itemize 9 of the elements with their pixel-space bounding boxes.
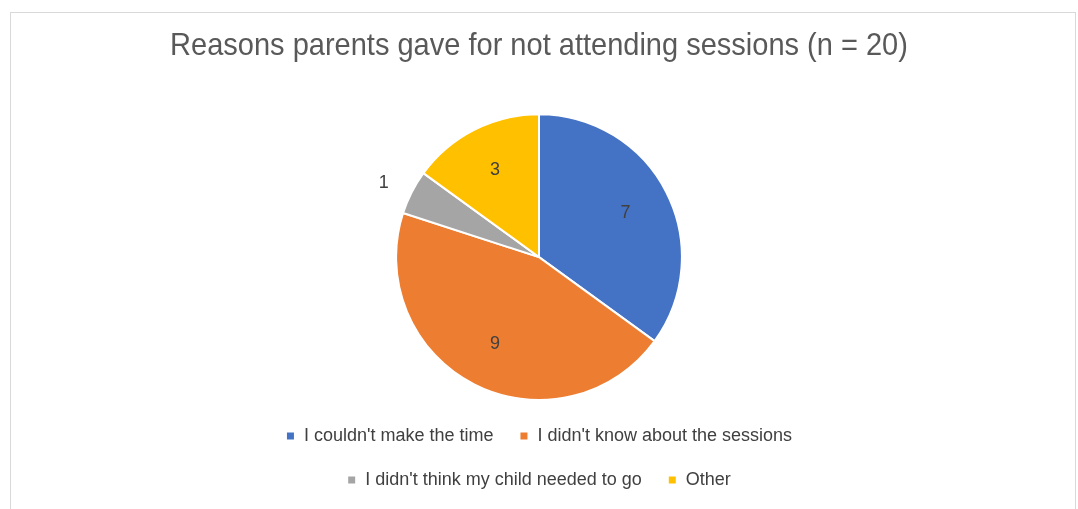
legend-label: I couldn't make the time — [303, 424, 494, 445]
data-label: 1 — [378, 172, 389, 193]
chart-title: Reasons parents gave for not attending sessions (n = 20) — [170, 27, 908, 62]
data-label: 7 — [620, 201, 631, 222]
data-label: 9 — [489, 332, 500, 353]
legend-label: I didn't think my child needed to go — [365, 468, 642, 489]
legend-label: Other — [685, 468, 731, 489]
legend-label: I didn't know about the sessions — [537, 424, 793, 445]
data-label: 3 — [489, 159, 500, 180]
